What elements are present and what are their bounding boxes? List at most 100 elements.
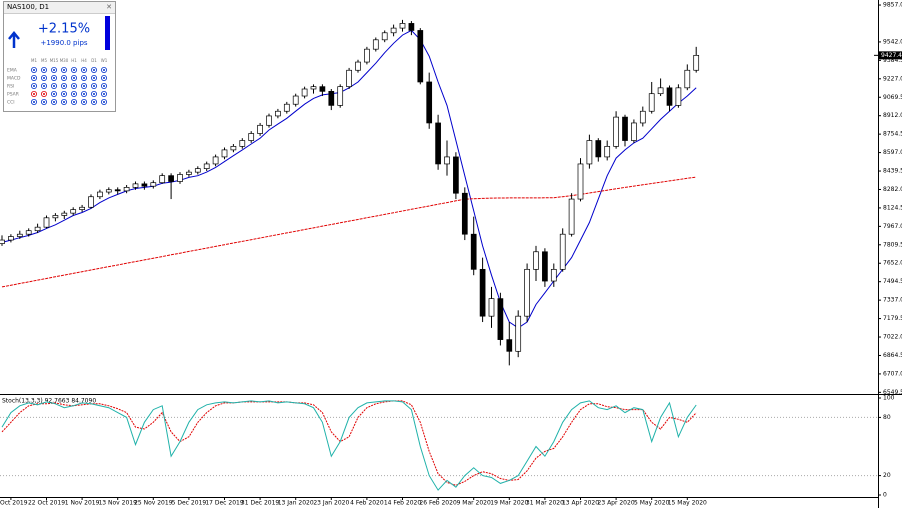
signal-dot-core — [73, 85, 75, 87]
panel-titlebar: NAS100, D1 ✕ — [4, 2, 115, 14]
candle-body — [319, 86, 326, 92]
candle-body — [461, 192, 468, 235]
candle-body — [408, 23, 415, 31]
y-tick-label: 7494.5 — [883, 278, 902, 285]
up-arrow — [8, 31, 20, 48]
panel-column: M1 — [31, 58, 37, 63]
candle-body — [266, 115, 272, 126]
x-tick-label: 13 Jan 2020 — [278, 500, 314, 507]
candle-body — [399, 23, 406, 29]
y-tick-label: 8124.5 — [883, 204, 902, 211]
x-tick-label: 15 May 2020 — [668, 500, 707, 507]
y-tick-label: 8912.0 — [883, 112, 902, 119]
signal-dot — [41, 83, 48, 90]
x-tick-label: 22 Oct 2019 — [28, 500, 65, 507]
signal-dot-core — [93, 69, 95, 71]
x-tick-label: 5 Dec 2019 — [172, 500, 207, 507]
x-tick-label: 31 Mar 2020 — [526, 500, 564, 507]
last-price-box — [879, 51, 902, 60]
x-tick-label: 4 Feb 2020 — [350, 500, 384, 507]
candle-body — [248, 133, 255, 141]
signal-dot-core — [93, 85, 95, 87]
y-tick-label: 9384.5 — [883, 57, 902, 64]
signal-dot-core — [43, 101, 45, 103]
signal-dot-core — [53, 93, 55, 95]
signal-dot-core — [83, 93, 85, 95]
candle-body — [622, 116, 628, 141]
signal-dot-core — [63, 77, 65, 79]
panel-column: D1 — [91, 58, 97, 63]
y-tick-label: 7022.0 — [883, 334, 902, 341]
candle-body — [177, 174, 183, 182]
signal-dot-core — [53, 77, 55, 79]
x-tick-label: 1 Nov 2019 — [65, 500, 100, 507]
y-tick-label: 7652.0 — [883, 260, 902, 267]
signal-dot-core — [103, 101, 105, 103]
x-tick-label: 25 Nov 2019 — [134, 500, 173, 507]
signal-dot-core — [43, 77, 45, 79]
candle-body — [479, 268, 486, 317]
candle-body — [470, 233, 477, 270]
candle-body — [8, 236, 14, 241]
candle-body — [221, 149, 228, 158]
candle-body — [666, 87, 673, 106]
signal-dot — [41, 91, 48, 98]
signal-dot — [81, 75, 88, 82]
candle-body — [194, 168, 201, 173]
candle-body — [283, 103, 290, 112]
candle-body — [595, 140, 602, 158]
signal-dot — [81, 83, 88, 90]
candle-body — [524, 268, 530, 317]
signal-dot — [51, 91, 58, 98]
x-tick-label: 23 Jan 2020 — [313, 500, 349, 507]
signal-dot — [30, 67, 37, 74]
osc-tick-label: 80 — [883, 414, 891, 421]
candle-body — [426, 81, 433, 124]
x-tick-label: 17 Dec 2019 — [205, 500, 244, 507]
y-tick-label: 9227.0 — [883, 75, 902, 82]
moving-average — [1, 176, 697, 288]
candle-body — [25, 230, 32, 235]
candle-body — [675, 87, 682, 106]
x-tick-label: 19 Mar 2020 — [490, 500, 528, 507]
signal-dot — [71, 91, 78, 98]
signal-dot — [101, 99, 108, 106]
signal-dot — [41, 75, 48, 82]
y-tick-label: 6707.0 — [883, 370, 902, 377]
signal-dot — [101, 67, 108, 74]
candle-body — [417, 30, 424, 83]
candle-body — [292, 95, 299, 105]
signal-dot — [91, 83, 98, 90]
signal-dot-core — [83, 85, 85, 87]
signal-dot — [51, 75, 58, 82]
signal-dot — [101, 83, 108, 90]
stoch-signal — [1, 400, 697, 486]
candle-body — [372, 39, 379, 50]
candle-body — [105, 189, 112, 193]
panel-column: M15 — [50, 58, 59, 63]
signal-dot-core — [43, 93, 45, 95]
signal-dot-core — [93, 77, 95, 79]
candle-body — [132, 183, 139, 188]
candle-body — [186, 171, 192, 175]
stoch-main — [1, 400, 697, 491]
oscillator-label: Stoch(13,3,3) 92.7663 84.7090 — [2, 398, 96, 405]
candle-body — [123, 187, 130, 192]
signal-dot-core — [63, 85, 65, 87]
candle-body — [310, 86, 317, 90]
candle-body — [435, 122, 441, 165]
signal-dot-core — [63, 69, 65, 71]
signal-dot-core — [103, 77, 105, 79]
candle-body — [381, 32, 388, 41]
signal-dot — [71, 67, 78, 74]
y-tick-label: 9542.0 — [883, 38, 902, 45]
candle-body — [203, 163, 210, 169]
y-tick-label: 7967.0 — [883, 223, 902, 230]
candle-body — [275, 110, 281, 117]
y-tick-label: 7337.0 — [883, 297, 902, 304]
signal-dot-core — [53, 85, 55, 87]
signal-dot-core — [63, 93, 65, 95]
close-icon[interactable]: ✕ — [106, 3, 112, 11]
signal-dot — [91, 75, 98, 82]
candle-body — [346, 69, 352, 88]
